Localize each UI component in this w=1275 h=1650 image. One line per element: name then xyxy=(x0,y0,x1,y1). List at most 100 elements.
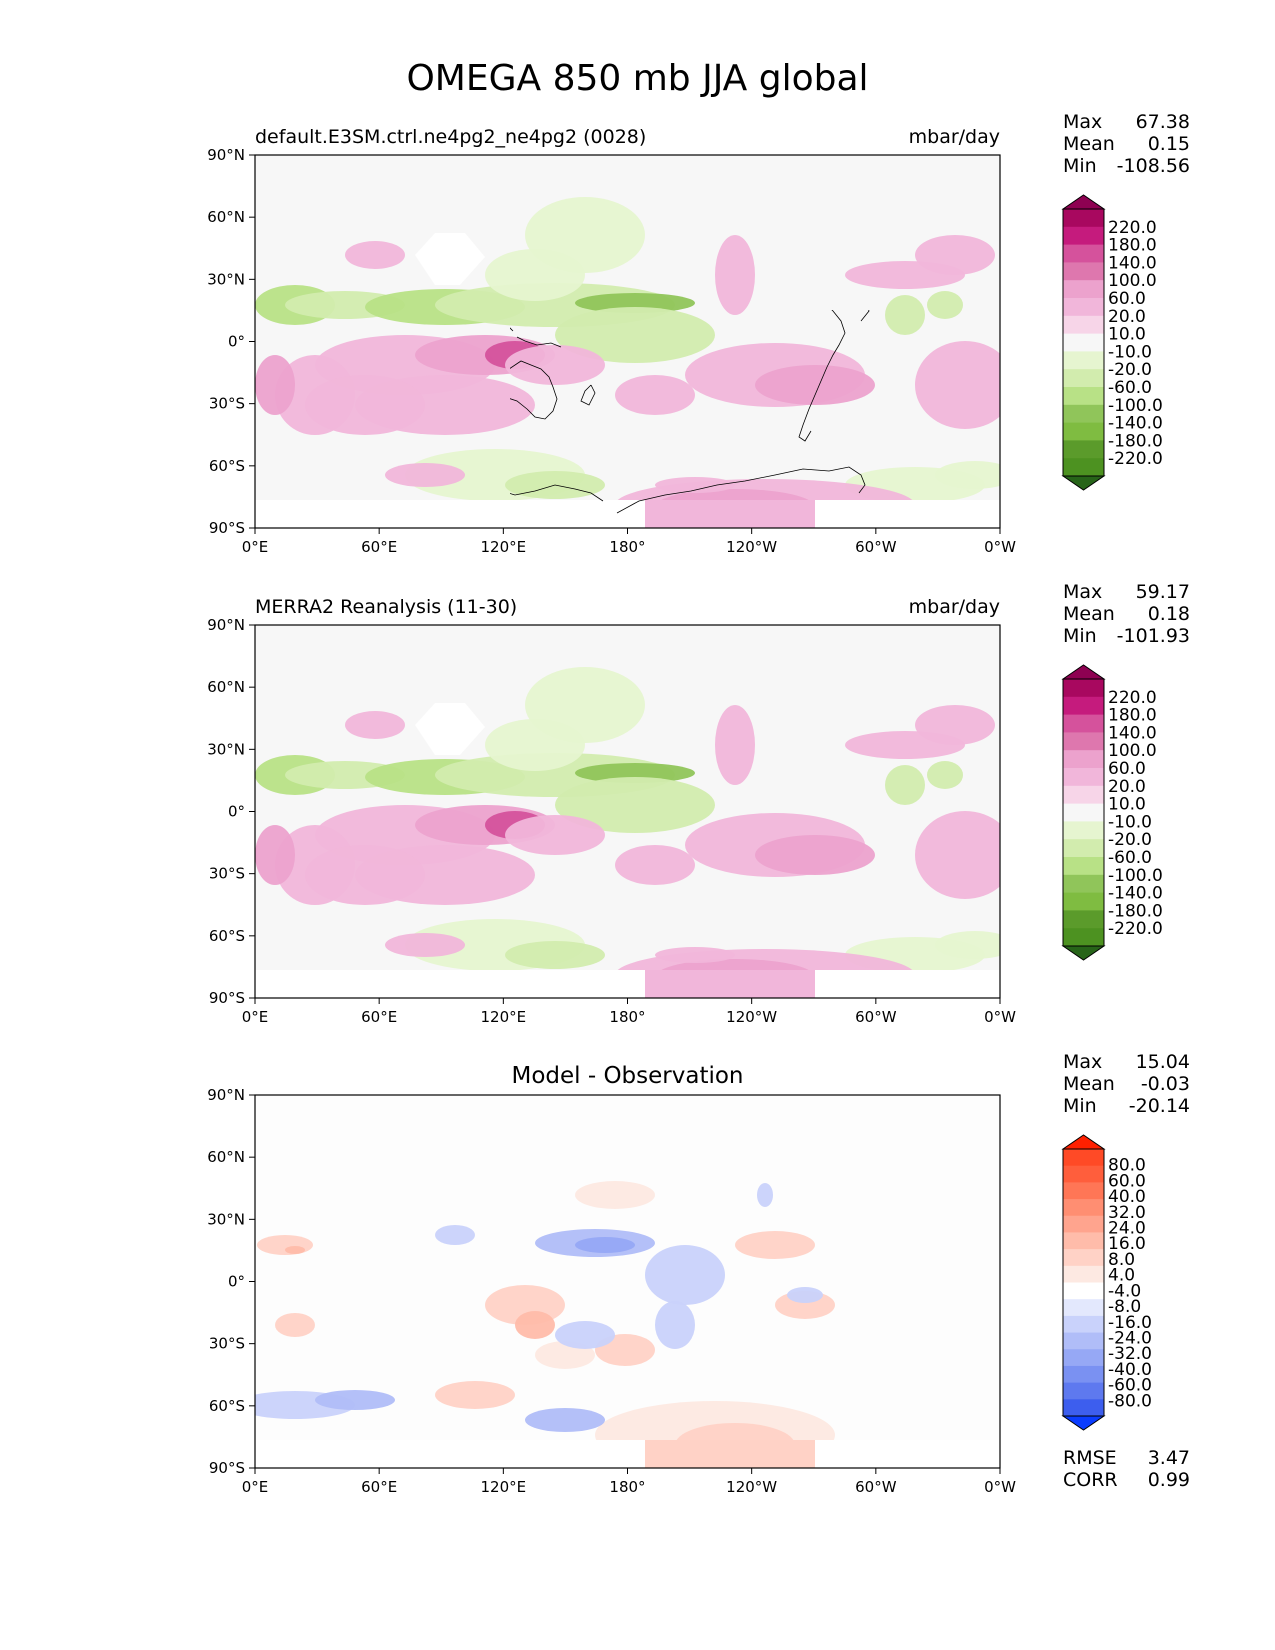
contour-region xyxy=(915,811,1000,899)
colorbar-segment xyxy=(1063,874,1104,894)
panel-title: Model - Observation xyxy=(511,1063,743,1089)
stat-value-mean: 0.15 xyxy=(1148,133,1190,155)
colorbar-segment xyxy=(1063,387,1104,406)
contour-region xyxy=(615,845,695,885)
colorbar-segment xyxy=(1063,458,1104,477)
panel-3: 90°N 60°N 30°N 0° 30°S 60°S 90°S0°E 60°E 120°E 18… xyxy=(207,1051,1190,1496)
panel-units: mbar/day xyxy=(909,596,1000,618)
colorbar-label: -16.0 xyxy=(1108,1313,1152,1333)
contour-region xyxy=(255,355,295,415)
colorbar-label: 180.0 xyxy=(1108,236,1157,256)
corr-label: CORR xyxy=(1063,1469,1118,1491)
lat-tick-label: 60°S xyxy=(209,927,245,945)
contour-region xyxy=(655,947,735,963)
colorbar-label: -100.0 xyxy=(1108,396,1163,416)
colorbar-segment xyxy=(1063,910,1104,929)
colorbar-label: -60.0 xyxy=(1108,378,1152,398)
colorbar-segment xyxy=(1063,1199,1104,1217)
contour-region xyxy=(645,970,815,998)
lon-tick-label: 0°E xyxy=(242,1008,269,1026)
contour-region xyxy=(645,500,815,528)
lon-tick-label: 0°E xyxy=(242,538,269,556)
contour-region xyxy=(915,235,995,275)
lon-tick-label: 120°W xyxy=(726,538,777,556)
contour-region xyxy=(735,1231,815,1259)
colorbar-segment xyxy=(1063,422,1104,441)
contour-region xyxy=(315,1390,395,1410)
contour-region xyxy=(755,835,875,875)
stat-label-min: Min xyxy=(1063,625,1097,647)
contour-region xyxy=(915,705,995,745)
contour-region xyxy=(655,477,735,493)
contour-region xyxy=(305,375,425,435)
colorbar-label: -140.0 xyxy=(1108,884,1163,904)
contour-region xyxy=(525,667,645,743)
contour-region xyxy=(525,197,645,273)
colorbar-extend-top xyxy=(1061,194,1106,210)
colorbar-segment xyxy=(1063,1249,1104,1267)
contour-region xyxy=(285,1246,305,1254)
lat-tick-label: 90°N xyxy=(207,616,245,634)
colorbar-label: -140.0 xyxy=(1108,414,1163,434)
colorbar-label: -10.0 xyxy=(1108,342,1152,362)
lat-tick-label: 30°S xyxy=(209,1335,245,1353)
stat-label-max: Max xyxy=(1063,1051,1102,1073)
contour-region xyxy=(255,825,295,885)
lon-tick-label: 180° xyxy=(609,538,645,556)
contour-region xyxy=(435,1225,475,1245)
colorbar-segment xyxy=(1063,1232,1104,1250)
lon-tick-label: 0°W xyxy=(984,538,1016,556)
contour-region xyxy=(927,761,963,789)
contour-region xyxy=(575,1237,635,1253)
contour-region xyxy=(757,1183,773,1207)
lat-tick-label: 30°N xyxy=(207,740,245,758)
lat-tick-label: 30°S xyxy=(209,865,245,883)
lat-tick-label: 60°N xyxy=(207,208,245,226)
contour-region xyxy=(885,765,925,805)
colorbar-label: 16.0 xyxy=(1108,1234,1146,1254)
stat-label-mean: Mean xyxy=(1063,1073,1115,1095)
lat-tick-label: 0° xyxy=(228,1273,245,1291)
contour-region xyxy=(505,345,605,385)
colorbar-label: -60.0 xyxy=(1108,1376,1152,1396)
lat-tick-label: 60°S xyxy=(209,1397,245,1415)
stat-label-max: Max xyxy=(1063,111,1102,133)
contour-region xyxy=(787,1287,823,1303)
colorbar-segment xyxy=(1063,244,1104,263)
stat-label-max: Max xyxy=(1063,581,1102,603)
colorbar-label: 10.0 xyxy=(1108,795,1146,815)
contour-region xyxy=(555,1321,615,1349)
colorbar: 220.0180.0140.0100.060.020.010.0-10.0-20… xyxy=(1061,194,1163,491)
lon-tick-label: 60°E xyxy=(361,538,397,556)
lon-tick-label: 120°E xyxy=(481,1008,527,1026)
lon-tick-label: 0°W xyxy=(984,1008,1016,1026)
lon-tick-label: 60°E xyxy=(361,1008,397,1026)
colorbar-segment xyxy=(1063,369,1104,388)
colorbar-extend-bottom xyxy=(1061,1415,1106,1431)
colorbar-extend-bottom xyxy=(1061,945,1106,961)
colorbar-label: 60.0 xyxy=(1108,289,1146,309)
lat-tick-label: 90°N xyxy=(207,146,245,164)
colorbar-segment xyxy=(1063,1399,1104,1417)
colorbar-frame xyxy=(1062,1148,1105,1417)
colorbar-segment xyxy=(1063,1215,1104,1233)
contour-region xyxy=(575,763,695,783)
lon-tick-label: 180° xyxy=(609,1008,645,1026)
colorbar-segment xyxy=(1063,1149,1104,1167)
masked-region xyxy=(415,233,485,285)
colorbar-label: 140.0 xyxy=(1108,723,1157,743)
lat-tick-label: 90°S xyxy=(209,989,245,1007)
stat-value-max: 15.04 xyxy=(1136,1051,1190,1073)
lon-tick-label: 0°W xyxy=(984,1478,1016,1496)
rmse-label: RMSE xyxy=(1063,1447,1117,1469)
colorbar: 80.060.040.032.024.016.08.04.0-4.0-8.0-1… xyxy=(1061,1134,1152,1431)
colorbar-label: -24.0 xyxy=(1108,1328,1152,1348)
lat-tick-label: 60°N xyxy=(207,678,245,696)
colorbar-segment xyxy=(1063,226,1104,246)
lat-tick-label: 60°N xyxy=(207,1148,245,1166)
map-contours xyxy=(255,197,1000,528)
colorbar-extend-top xyxy=(1061,1134,1106,1150)
contour-region xyxy=(715,705,755,785)
colorbar-label: -180.0 xyxy=(1108,431,1163,451)
colorbar-segment xyxy=(1063,1282,1104,1300)
